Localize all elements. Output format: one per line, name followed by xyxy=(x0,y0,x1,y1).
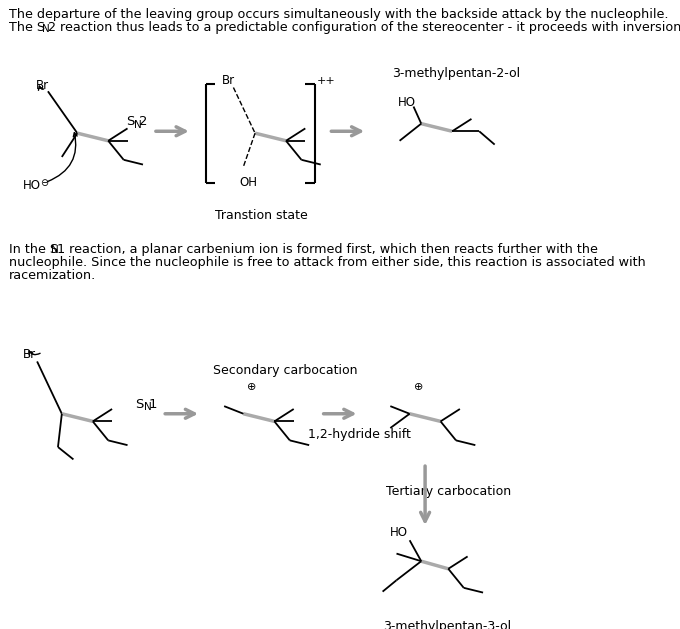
Text: N: N xyxy=(41,24,50,34)
Text: 3-methylpentan-2-ol: 3-methylpentan-2-ol xyxy=(392,67,520,80)
Text: Transtion state: Transtion state xyxy=(215,209,307,222)
Text: N: N xyxy=(51,245,58,255)
Text: Br: Br xyxy=(35,79,49,92)
Text: 1 reaction, a planar carbenium ion is formed first, which then reacts further wi: 1 reaction, a planar carbenium ion is fo… xyxy=(57,243,598,255)
Text: nucleophile. Since the nucleophile is free to attack from either side, this reac: nucleophile. Since the nucleophile is fr… xyxy=(10,256,646,269)
Text: ++: ++ xyxy=(317,76,336,86)
Text: HO: HO xyxy=(390,526,408,539)
Text: The departure of the leaving group occurs simultaneously with the backside attac: The departure of the leaving group occur… xyxy=(10,8,668,21)
Text: 2 reaction thus leads to a predictable configuration of the stereocenter - it pr: 2 reaction thus leads to a predictable c… xyxy=(48,21,680,34)
Text: S: S xyxy=(135,398,143,411)
Text: N: N xyxy=(143,402,152,412)
Text: Br: Br xyxy=(23,348,36,361)
Text: 1: 1 xyxy=(148,398,157,411)
Text: N: N xyxy=(135,120,142,130)
Text: Tertiary carbocation: Tertiary carbocation xyxy=(386,485,511,498)
Text: 3-methylpentan-3-ol: 3-methylpentan-3-ol xyxy=(383,620,511,629)
Text: Secondary carbocation: Secondary carbocation xyxy=(213,364,357,377)
FancyArrowPatch shape xyxy=(29,351,40,355)
Text: S: S xyxy=(126,115,135,128)
Text: OH: OH xyxy=(239,176,258,189)
Text: ⊕: ⊕ xyxy=(248,382,257,392)
FancyArrowPatch shape xyxy=(48,133,77,182)
Text: The S: The S xyxy=(10,21,46,34)
Text: HO: HO xyxy=(23,179,41,192)
Text: racemization.: racemization. xyxy=(10,269,97,282)
Text: ⊖: ⊖ xyxy=(40,177,48,187)
Text: HO: HO xyxy=(398,96,416,109)
Text: In the S: In the S xyxy=(10,243,58,255)
Text: Br: Br xyxy=(222,74,235,87)
Text: 2: 2 xyxy=(139,115,148,128)
FancyArrowPatch shape xyxy=(39,86,44,91)
Text: ⊕: ⊕ xyxy=(413,382,423,392)
Text: 1,2-hydride shift: 1,2-hydride shift xyxy=(307,428,411,441)
